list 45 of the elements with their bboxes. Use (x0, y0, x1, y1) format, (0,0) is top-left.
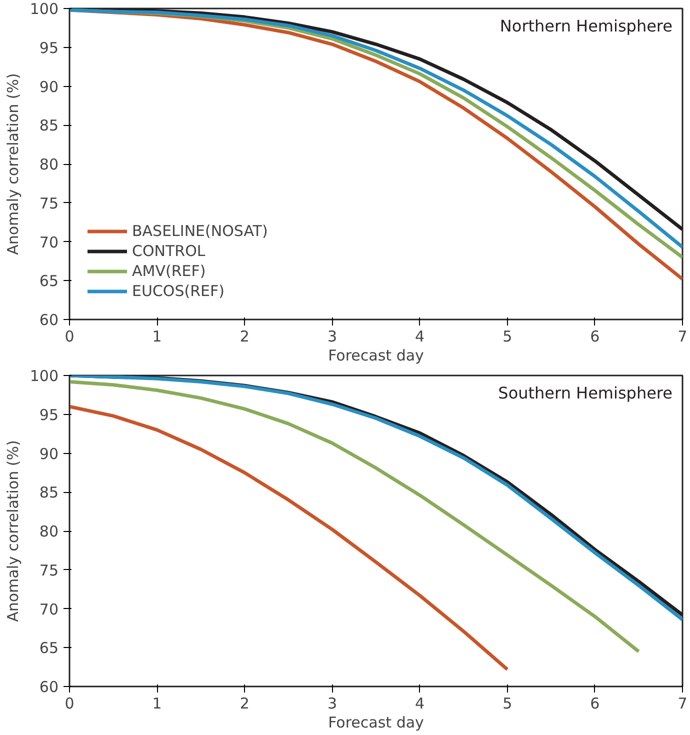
x-tick-label: 0 (64, 328, 74, 346)
legend-label: BASELINE(NOSAT) (132, 222, 268, 240)
y-tick-label: 60 (39, 678, 59, 696)
x-tick-label: 1 (152, 694, 162, 712)
y-tick-label: 100 (30, 367, 59, 385)
x-tick-label: 4 (415, 694, 425, 712)
y-tick-label: 100 (30, 0, 59, 18)
y-tick-label: 65 (39, 639, 59, 658)
y-axis-title: Anomaly correlation (%) (4, 440, 22, 622)
y-tick-label: 75 (39, 194, 59, 212)
line-series (70, 404, 510, 672)
annotation: Southern Hemisphere (498, 384, 673, 402)
y-tick-label: 80 (39, 522, 59, 540)
x-tick-label: 5 (502, 328, 512, 346)
x-tick-label: 2 (240, 694, 250, 712)
y-tick-label: 80 (39, 156, 59, 174)
legend-label: EUCOS(REF) (132, 282, 224, 300)
x-tick-label: 3 (327, 328, 337, 346)
legend-label: CONTROL (132, 242, 206, 260)
y-tick-label: 85 (39, 484, 59, 502)
annotation: Northern Hemisphere (500, 16, 673, 36)
y-tick-label: 70 (39, 233, 59, 252)
x-axis-title: Forecast day (328, 346, 424, 364)
y-tick-label: 75 (39, 561, 59, 580)
x-axis-title: Forecast day (328, 714, 424, 732)
y-tick-label: 85 (39, 116, 59, 135)
x-tick-label: 3 (327, 694, 337, 712)
legend-label: AMV(REF) (132, 262, 206, 280)
x-tick-label: 5 (502, 694, 512, 712)
y-tick-label: 95 (39, 38, 59, 57)
y-tick-label: 70 (39, 600, 59, 618)
y-tick-label: 90 (39, 444, 59, 463)
y-tick-label: 65 (39, 272, 59, 290)
x-tick-label: 4 (415, 328, 425, 346)
y-tick-label: 95 (39, 406, 59, 424)
x-tick-label: 6 (590, 328, 600, 346)
y-axis-title: Anomaly correlation (%) (4, 73, 22, 255)
x-tick-label: 0 (64, 694, 74, 712)
x-tick-label: 7 (678, 328, 688, 346)
y-tick-label: 90 (39, 78, 59, 96)
x-tick-label: 6 (590, 694, 600, 712)
x-tick-label: 1 (152, 328, 162, 346)
x-tick-label: 7 (678, 694, 688, 712)
y-tick-label: 60 (39, 311, 59, 329)
x-tick-label: 2 (240, 328, 250, 346)
